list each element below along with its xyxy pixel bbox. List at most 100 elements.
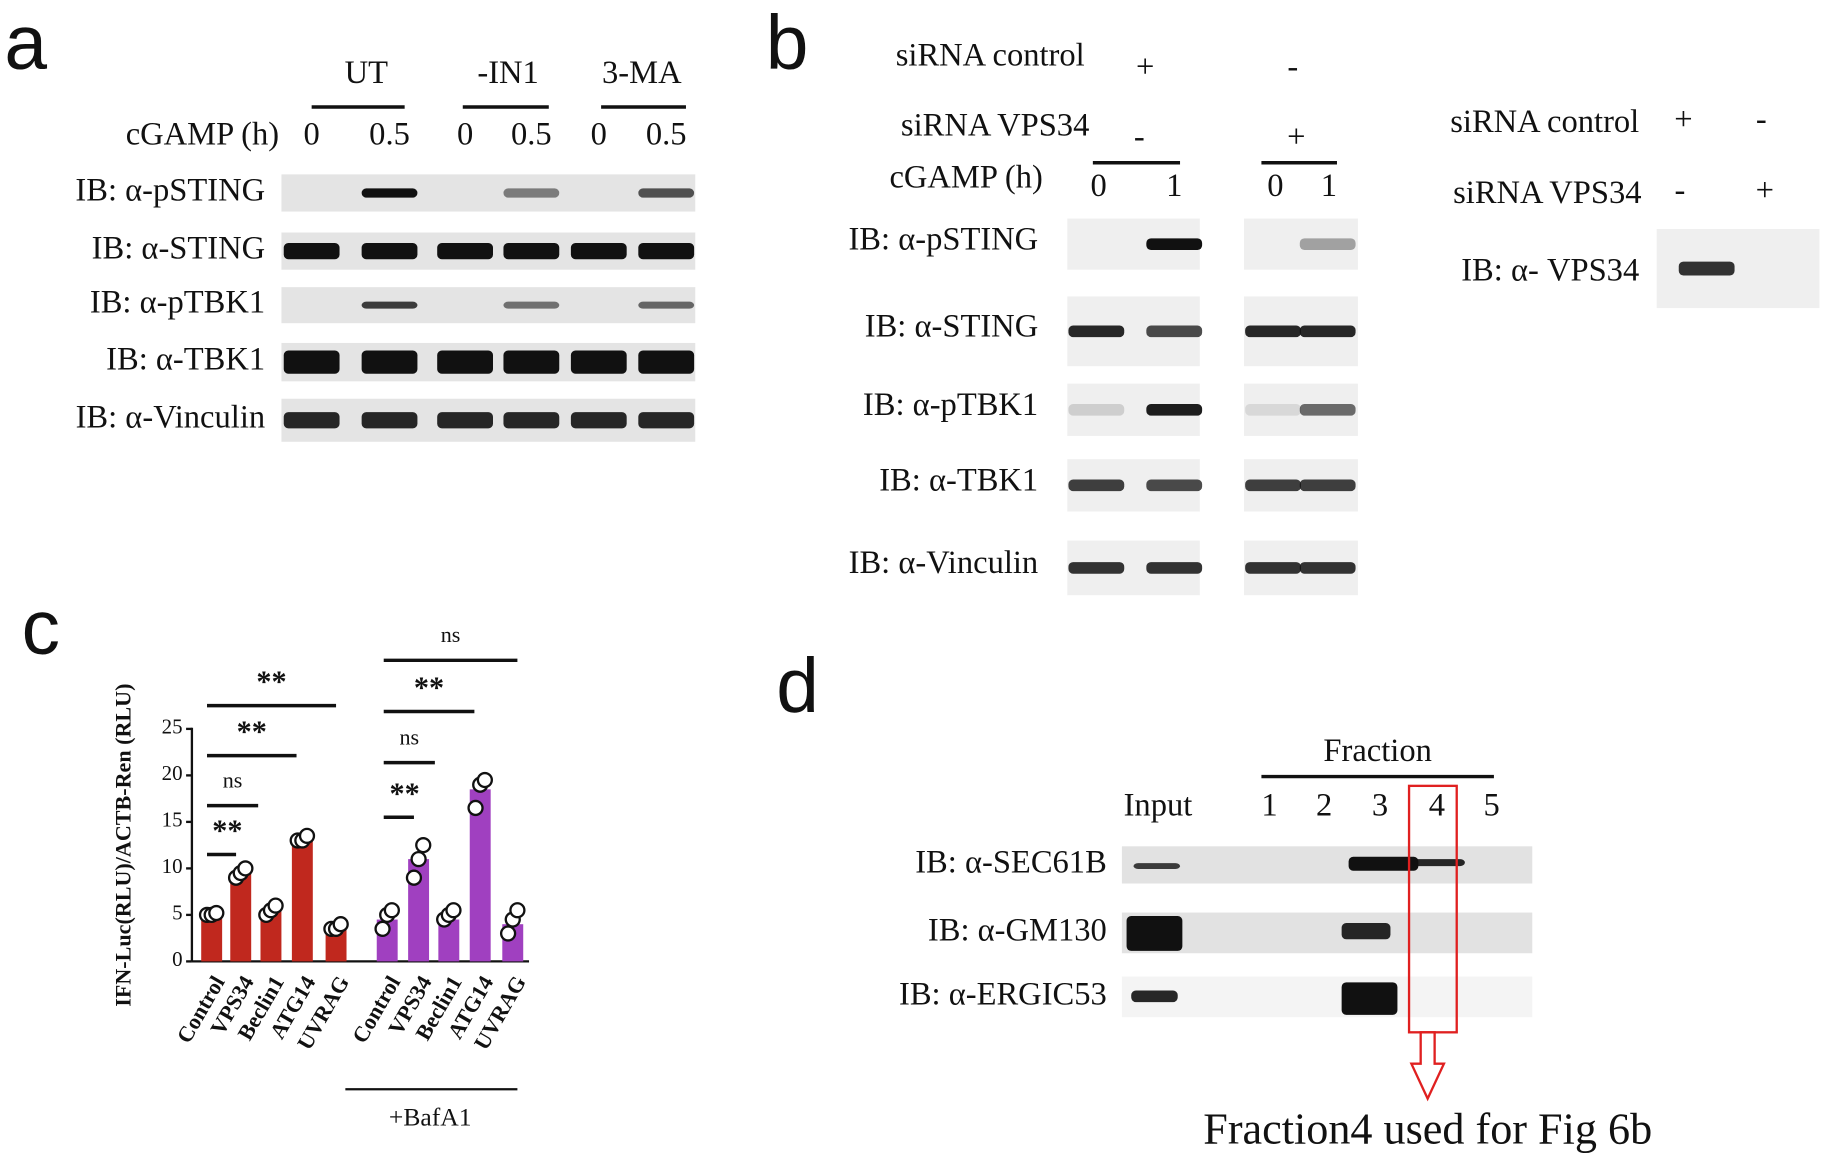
blot xyxy=(1121,976,1533,1018)
time-value: 1 xyxy=(1321,168,1337,204)
significance-label: ** xyxy=(256,665,286,699)
data-point xyxy=(237,860,254,877)
y-tick-label: 15 xyxy=(162,808,183,832)
row-label: IB: α-pSTING xyxy=(848,221,1038,257)
row-label: IB: α-TBK1 xyxy=(879,462,1038,498)
band xyxy=(1341,923,1391,940)
row-label: IB: α-Vinculin xyxy=(76,400,266,436)
time-label: cGAMP (h) xyxy=(126,117,279,153)
arrow xyxy=(1409,1031,1446,1102)
row-label: IB: α-Vinculin xyxy=(849,545,1039,581)
significance-label: ** xyxy=(414,670,444,704)
condition-mark: + xyxy=(1674,102,1692,138)
band xyxy=(503,412,560,429)
band xyxy=(1411,859,1465,867)
band xyxy=(503,188,560,198)
band xyxy=(361,301,418,309)
panel-letter: d xyxy=(776,644,819,729)
data-point xyxy=(374,920,391,937)
band xyxy=(1299,479,1356,492)
data-point xyxy=(445,902,462,919)
band xyxy=(503,350,560,374)
data-point xyxy=(415,837,432,854)
bar xyxy=(260,910,282,962)
condition-mark: + xyxy=(1136,49,1154,85)
band xyxy=(1146,325,1203,338)
band xyxy=(361,242,418,260)
lane-label: 5 xyxy=(1483,787,1499,823)
band xyxy=(638,350,695,374)
condition-mark: + xyxy=(1287,119,1305,155)
bar xyxy=(201,914,223,962)
band xyxy=(638,242,695,260)
bar xyxy=(469,789,491,962)
condition-label: siRNA control xyxy=(896,38,1085,74)
band xyxy=(437,350,493,374)
band xyxy=(283,412,340,429)
significance-label: ns xyxy=(223,767,243,792)
y-tick-label: 10 xyxy=(162,854,183,878)
row-label: IB: α-SEC61B xyxy=(915,844,1107,880)
band xyxy=(1068,403,1125,416)
time-value: 0 xyxy=(457,117,473,153)
band xyxy=(1299,403,1356,416)
panel-letter: b xyxy=(766,1,809,86)
row-label: IB: α-ERGIC53 xyxy=(899,976,1107,1012)
band xyxy=(283,242,340,260)
condition-mark: - xyxy=(1674,172,1685,208)
band xyxy=(437,242,493,260)
bar xyxy=(230,873,252,962)
lane-label: 3 xyxy=(1372,787,1388,823)
data-point xyxy=(267,897,284,914)
row-label: IB: α-STING xyxy=(92,231,265,267)
band xyxy=(638,301,695,309)
band xyxy=(1299,238,1356,250)
significance-label: ns xyxy=(441,622,461,647)
band xyxy=(638,188,695,198)
band xyxy=(1245,479,1301,492)
band xyxy=(437,412,493,429)
lane-label: Input xyxy=(1124,787,1193,823)
row-label: IB: α-TBK1 xyxy=(106,342,265,378)
band xyxy=(1068,562,1125,574)
band xyxy=(1299,562,1356,574)
row-label: IB: α-GM130 xyxy=(928,912,1107,948)
band xyxy=(503,242,560,260)
y-tick-label: 5 xyxy=(172,901,182,925)
time-value: 0 xyxy=(1267,168,1283,204)
y-tick-label: 20 xyxy=(162,761,183,785)
data-point xyxy=(383,902,400,919)
data-point xyxy=(476,771,493,789)
group-label: UT xyxy=(345,55,389,91)
time-value: 1 xyxy=(1166,168,1182,204)
band xyxy=(361,350,418,374)
condition-mark: + xyxy=(1756,172,1774,208)
band xyxy=(1131,990,1178,1003)
band xyxy=(503,301,560,309)
row-label: IB: α-pSTING xyxy=(75,172,265,208)
band xyxy=(1245,325,1301,338)
blot xyxy=(1243,218,1358,270)
data-point xyxy=(499,925,517,942)
band xyxy=(1133,863,1181,869)
fraction-header: Fraction xyxy=(1323,733,1431,769)
time-value: 0 xyxy=(591,117,607,153)
time-value: 0.5 xyxy=(511,117,552,153)
band xyxy=(1245,403,1301,416)
row-label: IB: α-STING xyxy=(865,308,1038,344)
group-label: 3-MA xyxy=(602,55,682,91)
data-point xyxy=(509,902,526,919)
blot xyxy=(281,174,696,212)
data-point xyxy=(298,827,316,844)
highlight-box xyxy=(1407,784,1458,1034)
significance-label: ** xyxy=(212,813,242,847)
condition-label: siRNA VPS34 xyxy=(1453,175,1641,211)
data-point xyxy=(208,904,225,922)
row-label: IB: α- VPS34 xyxy=(1461,253,1639,289)
row-label: IB: α-pTBK1 xyxy=(90,285,265,321)
significance-label: ** xyxy=(390,776,420,810)
y-tick-label: 25 xyxy=(162,715,183,739)
bar xyxy=(291,840,313,962)
band xyxy=(1146,479,1203,492)
